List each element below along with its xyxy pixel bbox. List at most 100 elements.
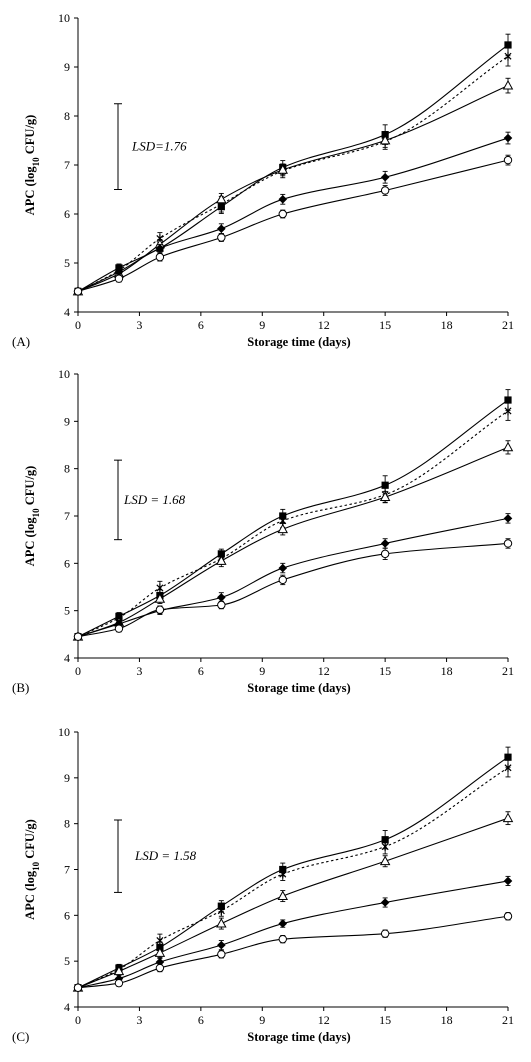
series-line-diamond (77, 137, 509, 292)
data-point-circle (217, 233, 226, 242)
y-axis-label: APC (log10 CFU/g) (23, 115, 41, 216)
data-point-circle (73, 632, 83, 641)
data-point-circle (114, 274, 124, 283)
data-point-diamond (278, 919, 288, 928)
y-axis-label-text: APC (log (23, 517, 37, 567)
lsd-label: LSD=1.76 (131, 139, 187, 154)
y-tick-label: 10 (58, 11, 70, 25)
data-point-triangle (277, 164, 289, 174)
y-tick-label: 9 (64, 60, 70, 74)
data-point-triangle (216, 555, 227, 565)
y-axis-label-text: APC (log (23, 870, 37, 920)
y-axis-label-subscript: 10 (31, 157, 41, 167)
data-point-triangle (154, 947, 166, 957)
x-tick-label: 0 (75, 664, 81, 678)
x-tick-label: 21 (502, 664, 514, 678)
data-point-star (504, 51, 512, 61)
y-tick-label: 6 (64, 207, 70, 221)
x-tick-label: 12 (318, 1013, 330, 1027)
series-circle (73, 154, 513, 296)
panel-label: (C) (12, 1029, 29, 1044)
data-point-star (156, 936, 164, 945)
data-point-diamond (503, 876, 513, 886)
data-point-diamond (278, 563, 288, 573)
series-line-diamond (77, 880, 509, 989)
x-axis-label: Storage time (days) (247, 335, 350, 349)
y-tick-label: 7 (64, 863, 70, 877)
y-tick-label: 10 (58, 725, 70, 739)
series-line-circle (77, 915, 509, 989)
data-point-diamond (380, 539, 390, 548)
data-point-triangle (216, 193, 227, 204)
data-point-diamond (503, 133, 513, 143)
y-tick-label: 6 (64, 908, 70, 922)
data-point-triangle (502, 441, 514, 452)
x-tick-label: 3 (136, 1013, 142, 1027)
y-tick-label: 8 (64, 462, 70, 476)
y-axis-label-subscript: 10 (31, 508, 41, 518)
series-line-star (77, 410, 509, 638)
data-point-diamond (217, 224, 226, 233)
data-point-diamond (380, 898, 390, 907)
y-tick-label: 7 (64, 509, 70, 523)
series-line-diamond (77, 517, 509, 638)
y-tick-label: 8 (64, 817, 70, 831)
x-tick-label: 0 (75, 1013, 81, 1027)
series-star (74, 401, 512, 642)
series-triangle (72, 440, 514, 641)
data-point-diamond (217, 593, 226, 602)
data-point-star (279, 869, 287, 879)
y-axis-label-subscript: 10 (31, 861, 41, 871)
data-point-circle (155, 963, 165, 973)
series-triangle (72, 77, 514, 296)
y-tick-label: 6 (64, 556, 70, 570)
x-tick-label: 6 (198, 318, 204, 332)
data-point-circle (278, 575, 287, 585)
data-point-square (504, 396, 512, 404)
chart-panel-b: 4 5 6 7 8 9 10 0 3 6 9 12 15 18 21 Storage time (days) A… (12, 367, 514, 695)
data-point-circle (114, 978, 124, 988)
y-tick-label: 9 (64, 414, 70, 428)
lsd-label: LSD = 1.68 (123, 492, 186, 507)
series-line-star (77, 767, 509, 989)
data-point-star (381, 842, 389, 851)
panel-label: (B) (12, 680, 29, 695)
y-tick-label: 8 (64, 109, 70, 123)
y-axis-label: APC (log10 CFU/g) (23, 819, 41, 920)
series-line-triangle (77, 446, 509, 638)
series-circle (73, 538, 513, 641)
x-tick-label: 3 (136, 318, 142, 332)
data-point-circle (503, 912, 513, 921)
lsd-label: LSD = 1.58 (134, 848, 197, 863)
x-axis-label: Storage time (days) (247, 681, 350, 695)
data-point-circle (278, 209, 287, 219)
x-tick-label: 9 (259, 664, 265, 678)
x-tick-label: 3 (136, 664, 142, 678)
y-tick-label: 4 (64, 305, 70, 319)
x-tick-label: 6 (198, 1013, 204, 1027)
series-triangle (72, 811, 514, 992)
data-point-circle (73, 287, 83, 296)
data-point-diamond (114, 267, 124, 277)
data-point-circle (503, 155, 513, 165)
series-diamond (73, 875, 513, 993)
data-point-circle (380, 186, 390, 195)
series-line-triangle (77, 85, 509, 292)
x-tick-label: 9 (259, 1013, 265, 1027)
y-tick-label: 9 (64, 771, 70, 785)
series-line-star (77, 55, 509, 292)
series-line-square (77, 44, 509, 292)
data-point-star (504, 406, 512, 416)
x-tick-label: 15 (379, 318, 391, 332)
series-line-circle (77, 159, 509, 292)
y-axis-label-unit: CFU/g) (23, 115, 37, 158)
x-tick-label: 18 (441, 1013, 453, 1027)
data-point-square (504, 753, 512, 761)
data-point-diamond (155, 244, 165, 253)
y-axis-label-unit: CFU/g) (23, 466, 37, 509)
x-axis-label: Storage time (days) (247, 1030, 350, 1044)
chart-panel-c: 4 5 6 7 8 9 10 0 3 6 9 12 15 18 21 Storage time (days) A… (12, 725, 514, 1044)
data-point-star (504, 763, 512, 773)
chart-panel-a: 4 5 6 7 8 9 10 0 3 6 9 12 15 18 21 Storage time (days) A… (12, 11, 514, 349)
data-point-triangle (154, 593, 166, 603)
